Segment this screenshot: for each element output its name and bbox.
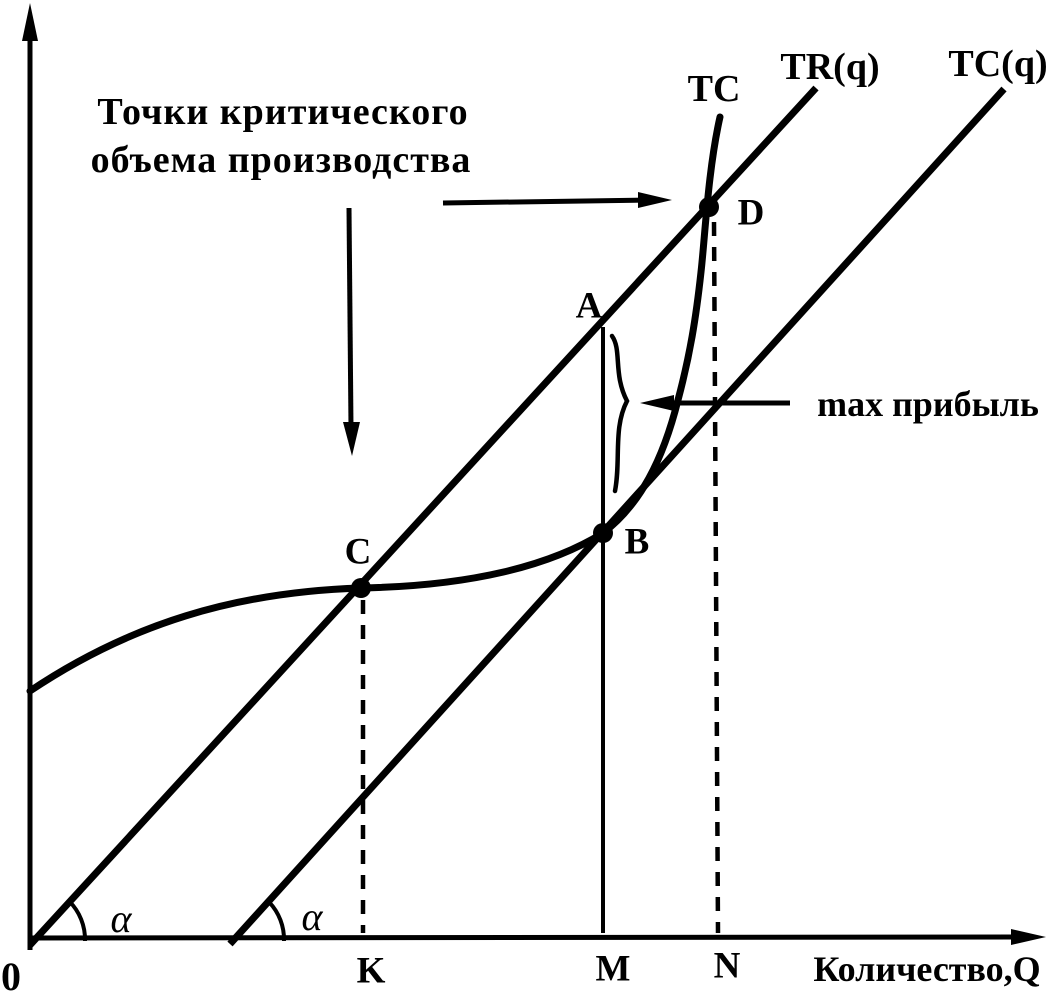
alpha-angle-label-2: α bbox=[301, 894, 323, 939]
down-arrow bbox=[343, 207, 360, 456]
x-mark-n-label: N bbox=[713, 945, 741, 987]
max-profit-label: max прибыль bbox=[817, 384, 1039, 424]
x-axis-arrowhead-icon bbox=[1011, 929, 1046, 945]
x-mark-k-label: K bbox=[356, 950, 386, 992]
down-arrow-shaft bbox=[346, 207, 354, 429]
right-arrow-to-d bbox=[442, 192, 672, 208]
max-profit-brace bbox=[609, 333, 630, 494]
y-axis-arrowhead-icon bbox=[22, 3, 38, 41]
x-axis-line bbox=[27, 934, 1031, 941]
alpha-arc-second bbox=[267, 900, 287, 942]
right-arrow-head-icon bbox=[638, 192, 672, 208]
point-c-dot bbox=[351, 578, 371, 598]
point-b-label: B bbox=[624, 521, 650, 563]
point-a-label: A bbox=[575, 285, 603, 327]
right-arrow-shaft bbox=[442, 197, 653, 206]
y-axis bbox=[22, 3, 38, 950]
x-axis-title: Количество,Q bbox=[813, 949, 1041, 989]
origin-label: 0 bbox=[1, 954, 21, 998]
x-axis bbox=[27, 929, 1046, 945]
annotation-line1: Точки критического bbox=[97, 91, 469, 133]
point-d-dot bbox=[699, 197, 719, 217]
tr-line bbox=[27, 85, 819, 948]
max-profit-arrow-head-icon bbox=[640, 395, 674, 411]
point-b-dot bbox=[593, 523, 613, 543]
annotation-line2: объема производства bbox=[90, 139, 472, 181]
dashed-line-d-n bbox=[711, 221, 721, 934]
tc-line-label: TC(q) bbox=[948, 43, 1048, 85]
point-c-label: C bbox=[344, 531, 372, 573]
alpha-angle-label-1: α bbox=[110, 896, 132, 941]
point-d-label: D bbox=[737, 192, 765, 234]
max-profit-arrow bbox=[640, 395, 790, 411]
x-mark-m-label: M bbox=[595, 948, 631, 990]
down-arrow-head-icon bbox=[343, 422, 360, 456]
tc-curve-label: TC bbox=[687, 68, 741, 110]
tc-curve bbox=[26, 113, 724, 695]
tr-line-label: TR(q) bbox=[780, 46, 880, 88]
alpha-arc-origin bbox=[67, 899, 88, 942]
